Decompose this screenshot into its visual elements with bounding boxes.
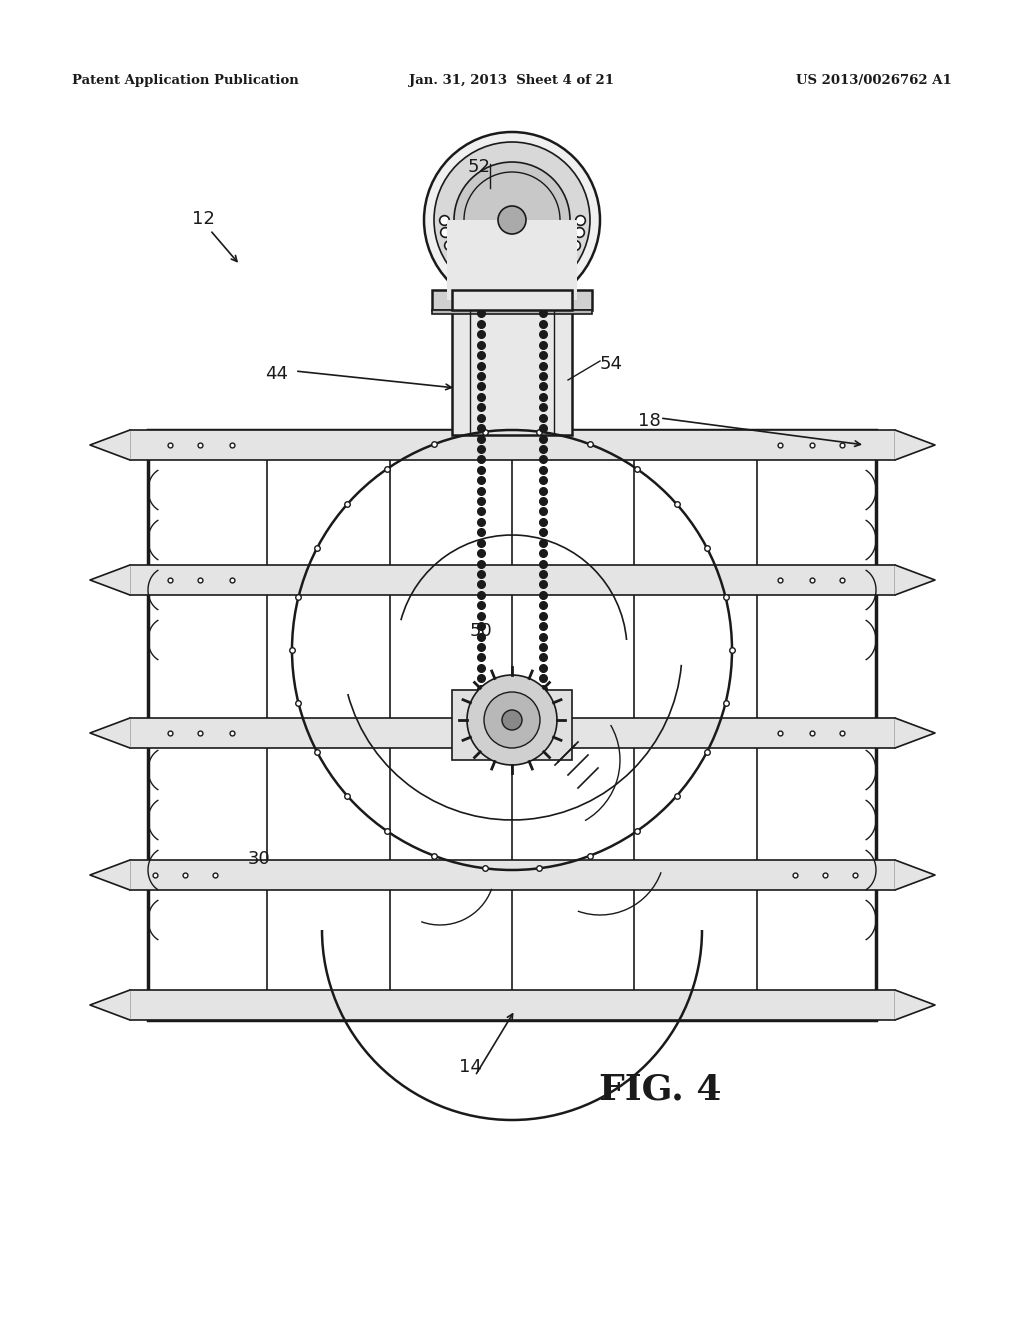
- Bar: [130, 861, 895, 890]
- Bar: [130, 718, 895, 748]
- Bar: [432, 310, 592, 314]
- Text: 54: 54: [600, 355, 623, 374]
- Bar: [432, 290, 592, 310]
- Polygon shape: [895, 990, 935, 1020]
- Bar: [452, 290, 572, 310]
- Text: 12: 12: [193, 210, 215, 228]
- Circle shape: [498, 206, 526, 234]
- Text: 44: 44: [265, 366, 288, 383]
- Circle shape: [502, 710, 522, 730]
- Circle shape: [467, 675, 557, 766]
- Text: FIG. 4: FIG. 4: [599, 1073, 721, 1107]
- Text: 30: 30: [248, 850, 270, 869]
- Text: 14: 14: [459, 1059, 481, 1076]
- Text: 52: 52: [468, 158, 490, 176]
- Text: Patent Application Publication: Patent Application Publication: [72, 74, 299, 87]
- Circle shape: [454, 162, 570, 279]
- Circle shape: [434, 143, 590, 298]
- Bar: [130, 990, 895, 1020]
- Bar: [452, 310, 572, 436]
- Bar: [447, 220, 577, 300]
- Bar: [130, 430, 895, 459]
- Polygon shape: [895, 430, 935, 459]
- Circle shape: [484, 692, 540, 748]
- Polygon shape: [90, 718, 130, 748]
- Bar: [452, 690, 572, 760]
- Text: US 2013/0026762 A1: US 2013/0026762 A1: [797, 74, 952, 87]
- Text: 18: 18: [638, 412, 660, 430]
- Bar: [148, 430, 876, 1020]
- Polygon shape: [90, 861, 130, 890]
- Polygon shape: [90, 430, 130, 459]
- Polygon shape: [90, 565, 130, 595]
- Polygon shape: [895, 718, 935, 748]
- Polygon shape: [90, 990, 130, 1020]
- Polygon shape: [895, 565, 935, 595]
- Polygon shape: [895, 861, 935, 890]
- Text: Jan. 31, 2013  Sheet 4 of 21: Jan. 31, 2013 Sheet 4 of 21: [410, 74, 614, 87]
- Circle shape: [424, 132, 600, 308]
- Text: 50: 50: [470, 622, 493, 640]
- Bar: [130, 565, 895, 595]
